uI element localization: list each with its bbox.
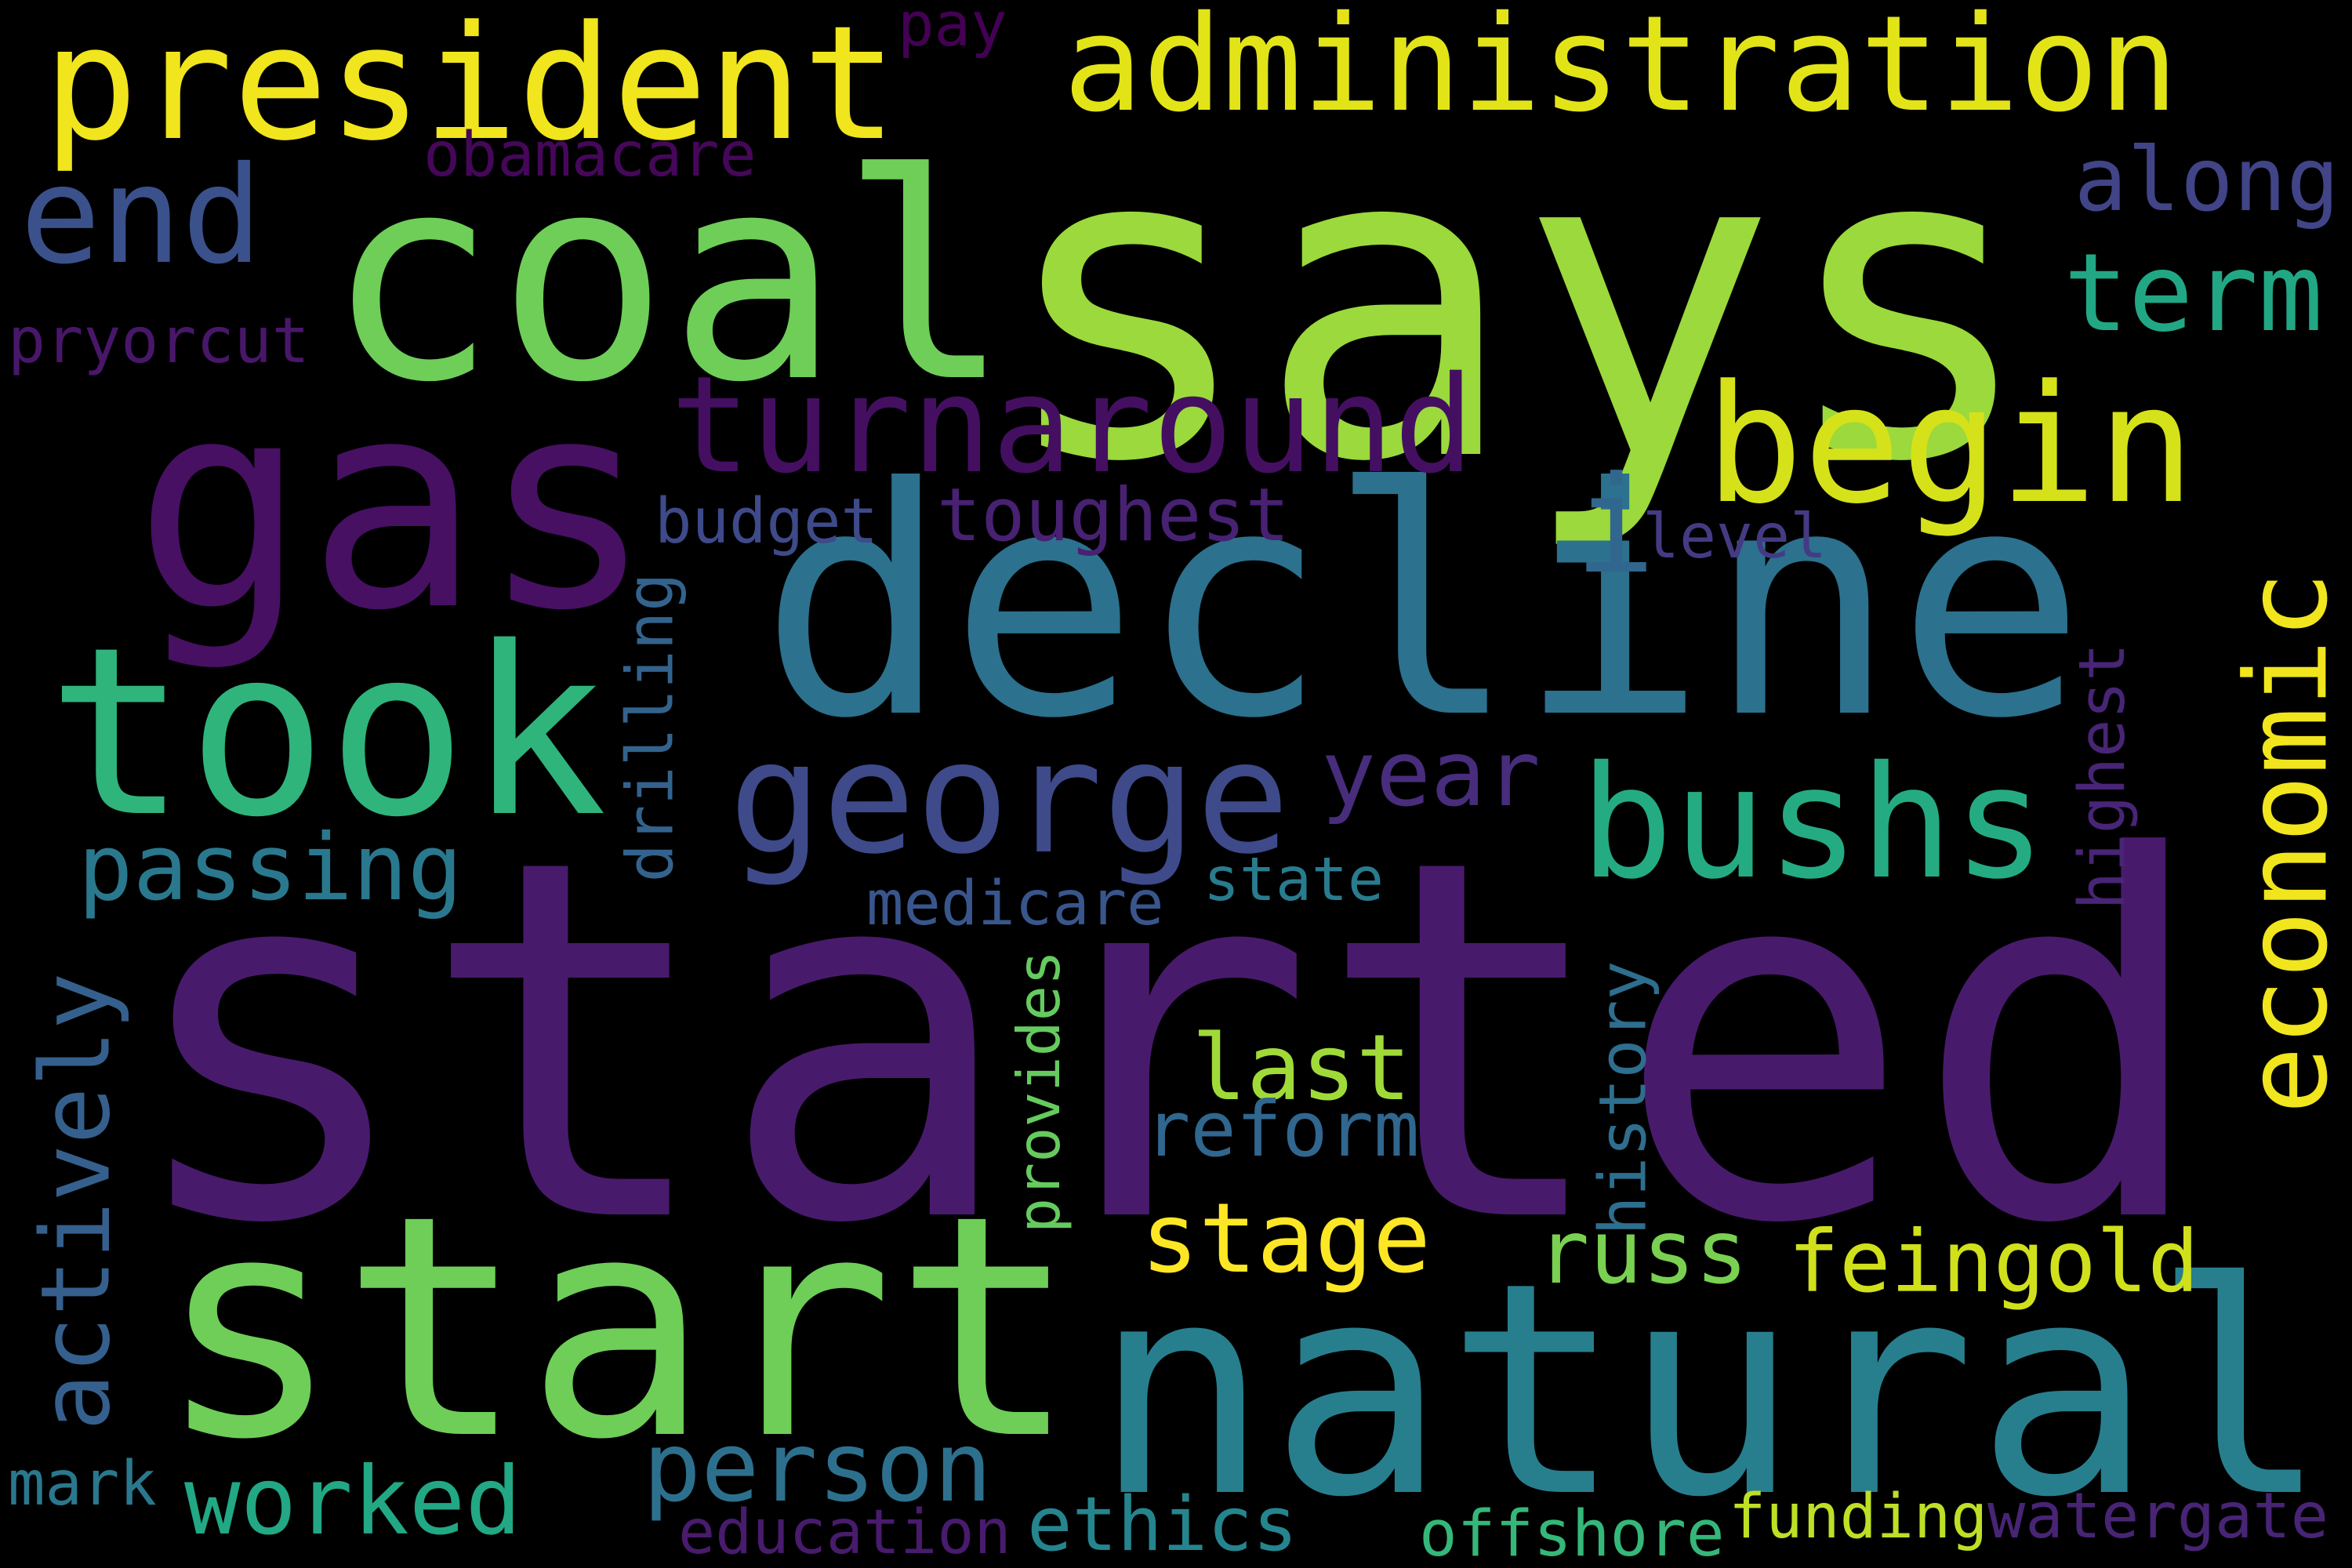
word-offshore: offshore (1419, 1497, 1725, 1568)
word-george: george (728, 706, 1290, 888)
word-i: i (1574, 447, 1656, 604)
word-ethics: ethics (1027, 1480, 1298, 1568)
word-decline: decline (760, 419, 2086, 787)
word-reform: reform (1145, 1084, 1420, 1174)
word-level: level (1642, 502, 1828, 572)
word-actively: actively (20, 972, 132, 1432)
word-funding: funding (1729, 1481, 1988, 1552)
word-russ: russ (1537, 1201, 1748, 1304)
word-pryorcut: pryorcut (8, 304, 310, 377)
word-history: history (1584, 960, 1661, 1236)
word-stage: stage (1141, 1181, 1431, 1294)
word-pay: pay (898, 0, 1007, 60)
word-turnaround: turnaround (670, 347, 1475, 503)
word-along: along (2074, 128, 2340, 231)
word-started: started (120, 753, 2212, 1332)
word-mark: mark (8, 1447, 157, 1519)
word-economic: economic (2221, 571, 2352, 1115)
word-passing: passing (78, 815, 463, 921)
word-last: last (1192, 1014, 1411, 1121)
word-obamacare: obamacare (423, 118, 757, 191)
word-begin: begin (1705, 349, 2195, 539)
word-coal: coal (325, 112, 1011, 445)
word-worked: worked (184, 1446, 522, 1556)
word-drilling: drilling (612, 572, 688, 882)
word-watergate: watergate (1987, 1478, 2329, 1552)
word-person: person (643, 1412, 993, 1524)
word-president: president (43, 0, 898, 176)
word-education: education (678, 1497, 1011, 1568)
word-gas: gas (133, 337, 655, 673)
word-end: end (20, 137, 263, 294)
word-took: took (47, 597, 608, 868)
word-feingold: feingold (1788, 1211, 2199, 1312)
word-medicare: medicare (866, 867, 1164, 939)
word-says: says (996, 53, 2038, 557)
word-term: term (2063, 230, 2324, 356)
word-state: state (1203, 844, 1384, 915)
word-toughest: toughest (937, 473, 1290, 558)
word-budget: budget (655, 485, 878, 557)
word-year: year (1321, 720, 1541, 827)
word-administration: administration (1063, 0, 2179, 141)
word-highest: highest (2065, 642, 2140, 910)
word-bushs: bushs (1580, 732, 2047, 913)
word-provides: provides (1004, 949, 1073, 1234)
word-natural: natural (1093, 1221, 2329, 1562)
word-start: start (157, 1151, 1079, 1507)
